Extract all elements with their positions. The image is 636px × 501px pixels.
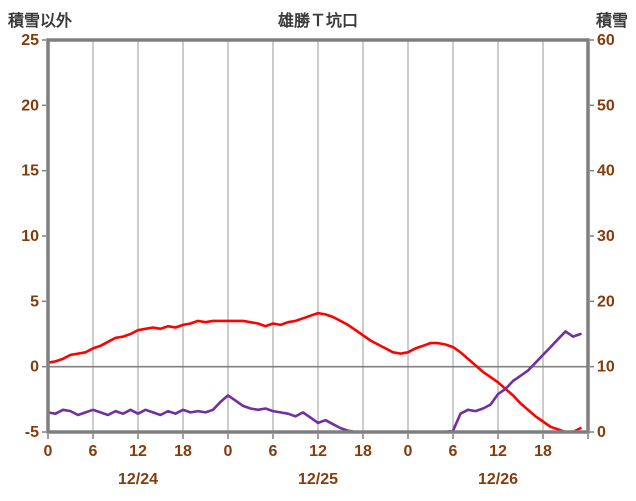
left-axis-tick-label: 20 <box>21 97 39 114</box>
right-axis-title: 積雪 <box>595 13 628 30</box>
right-axis-tick-label: 20 <box>597 293 615 310</box>
x-axis-date-label: 12/26 <box>478 471 518 488</box>
x-axis-date-label: 12/24 <box>118 471 158 488</box>
left-axis-tick-label: 10 <box>21 228 39 245</box>
right-axis-tick-label: 50 <box>597 97 615 114</box>
x-axis-tick-label: 0 <box>404 443 413 460</box>
left-axis-tick-label: 5 <box>30 293 39 310</box>
x-axis-date-label: 12/25 <box>298 471 338 488</box>
series-red-line <box>46 311 582 434</box>
x-axis-tick-label: 18 <box>174 443 192 460</box>
right-axis-tick-label: 0 <box>597 424 606 441</box>
x-axis-tick-label: 0 <box>44 443 53 460</box>
left-axis-tick-label: 25 <box>21 32 39 49</box>
left-axis-title: 積雪以外 <box>8 13 73 30</box>
right-axis-tick-label: 60 <box>597 32 615 49</box>
x-axis-tick-label: 12 <box>489 443 507 460</box>
x-axis-tick-label: 6 <box>89 443 98 460</box>
x-axis-tick-label: 0 <box>224 443 233 460</box>
x-axis-tick-label: 6 <box>449 443 458 460</box>
series-purple-line <box>46 330 582 434</box>
x-axis-tick-label: 18 <box>534 443 552 460</box>
chart-title: 雄勝Ｔ坑口 <box>277 13 358 30</box>
x-axis-tick-label: 12 <box>309 443 327 460</box>
right-axis-tick-label: 10 <box>597 359 615 376</box>
left-axis-tick-label: 0 <box>30 359 39 376</box>
x-axis-tick-label: 6 <box>269 443 278 460</box>
left-axis-tick-label: -5 <box>25 424 39 441</box>
right-axis-tick-label: 40 <box>597 163 615 180</box>
plot-frame <box>46 38 590 434</box>
right-axis-tick-label: 30 <box>597 228 615 245</box>
left-axis-tick-label: 15 <box>21 163 39 180</box>
x-axis-tick-label: 18 <box>354 443 372 460</box>
x-axis-tick-label: 12 <box>129 443 147 460</box>
